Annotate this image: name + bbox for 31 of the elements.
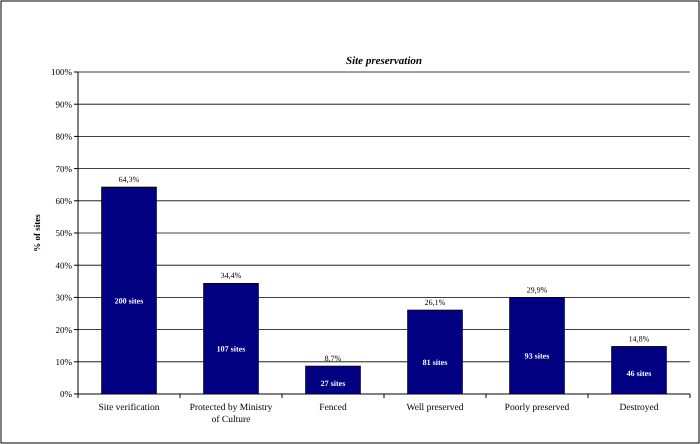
y-axis-title: % of sites — [32, 214, 42, 252]
y-tick-label: 40% — [56, 260, 72, 270]
y-tick-label: 20% — [56, 324, 72, 335]
data-label: 8,7% — [324, 354, 342, 363]
annotation: 200 sites — [114, 296, 144, 306]
y-tick-label: 30% — [56, 292, 72, 303]
x-tick-label: Protected by Ministry of Culture — [190, 403, 273, 425]
y-tick-label: 100% — [51, 67, 72, 78]
y-tick-label: 0% — [60, 389, 72, 400]
x-tick-label: Destroyed — [619, 403, 659, 413]
annotation: 27 sites — [320, 378, 346, 388]
chart-title: Site preservation — [346, 55, 422, 67]
annotation: 107 sites — [216, 344, 246, 354]
annotation: 93 sites — [524, 352, 550, 361]
data-label: 29,9% — [526, 286, 548, 295]
y-tick-label: 80% — [56, 132, 72, 142]
x-tick-label: Poorly preserved — [504, 403, 570, 413]
data-label: 64,3% — [118, 174, 140, 184]
y-tick-label: 70% — [56, 164, 72, 174]
annotation: 81 sites — [422, 358, 448, 367]
x-tick-label: Site verification — [98, 403, 160, 413]
annotation: 46 sites — [626, 368, 652, 378]
x-tick-label: Well preserved — [406, 403, 464, 413]
data-label: 14,8% — [628, 334, 650, 344]
data-label: 26,1% — [424, 298, 446, 307]
y-tick-label: 50% — [56, 228, 72, 238]
y-tick-label: 10% — [56, 356, 72, 367]
y-tick-label: 60% — [56, 196, 72, 206]
y-tick-label: 90% — [56, 99, 72, 110]
data-label: 34,4% — [220, 271, 242, 280]
x-tick-label: Fenced — [319, 403, 347, 413]
